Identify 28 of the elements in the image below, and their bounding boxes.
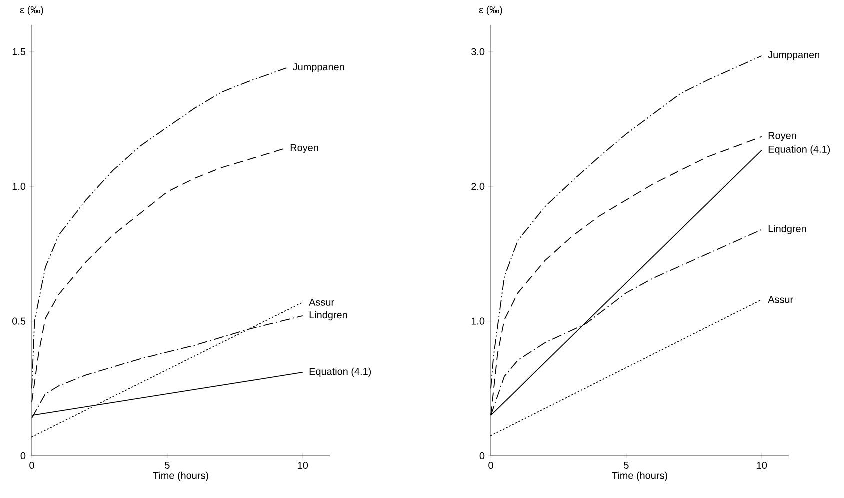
x-tick-label: 0: [488, 462, 494, 470]
y-axis-title: ε (‰): [479, 6, 502, 16]
x-axis-title: Time (hours): [612, 472, 668, 482]
y-tick-label: 0: [480, 452, 485, 460]
series-label: Jumppanen: [292, 64, 344, 73]
x-tick-label: 0: [30, 462, 34, 470]
series-label: Lindgren: [768, 225, 806, 234]
y-tick-label: 1.5: [12, 48, 26, 56]
x-tick-label: 10: [757, 462, 768, 470]
y-tick-label: 3.0: [472, 48, 485, 56]
x-tick-label: 5: [624, 462, 629, 469]
y-axis-title: ε (‰): [20, 6, 44, 16]
series-label: Royen: [290, 144, 318, 154]
series-label: Lindgren: [310, 311, 348, 321]
series-label: Assur: [768, 296, 794, 304]
y-tick-label: 1.0: [12, 183, 26, 190]
series-label: Royen: [768, 132, 796, 142]
y-tick-label: 1.0: [472, 318, 485, 325]
y-tick-label: 0: [20, 452, 26, 460]
y-tick-label: 2.0: [472, 183, 485, 190]
series-label: Equation (4.1): [310, 368, 372, 378]
series-label: Assur: [309, 298, 334, 306]
y-tick-label: 0.5: [12, 318, 26, 325]
series-label: Jumppanen: [768, 52, 820, 60]
x-tick-label: 10: [298, 462, 308, 470]
series-label: Equation (4.1): [768, 146, 830, 155]
x-axis-title: Time (hours): [153, 472, 208, 482]
x-tick-label: 5: [165, 462, 170, 469]
